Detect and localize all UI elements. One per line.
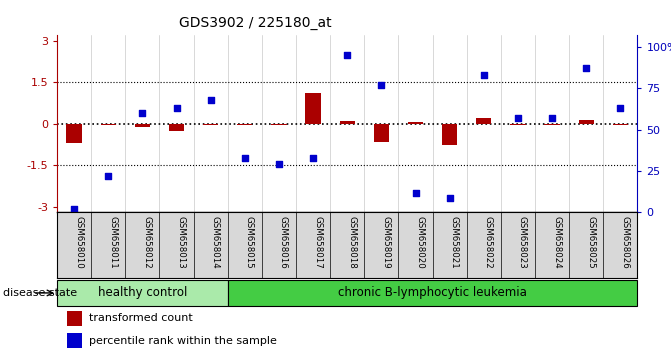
Bar — [135, 124, 150, 127]
Text: GSM658020: GSM658020 — [415, 216, 425, 268]
Bar — [442, 124, 458, 145]
Bar — [510, 124, 525, 125]
Point — [103, 173, 113, 179]
Bar — [203, 124, 218, 125]
Text: GSM658026: GSM658026 — [621, 216, 629, 268]
Bar — [613, 124, 628, 125]
Text: healthy control: healthy control — [98, 286, 187, 299]
Point — [615, 105, 626, 111]
Text: GSM658012: GSM658012 — [142, 216, 152, 268]
Bar — [227, 280, 637, 306]
Text: GSM658018: GSM658018 — [348, 216, 356, 268]
Point — [68, 206, 79, 212]
Bar — [57, 280, 227, 306]
Point — [513, 115, 523, 121]
Text: GSM658024: GSM658024 — [552, 216, 561, 268]
Point — [342, 52, 353, 58]
Bar — [340, 121, 355, 124]
Text: GSM658022: GSM658022 — [484, 216, 493, 268]
Text: GSM658015: GSM658015 — [245, 216, 254, 268]
Text: transformed count: transformed count — [89, 313, 193, 323]
Text: GSM658013: GSM658013 — [176, 216, 186, 268]
Text: GSM658019: GSM658019 — [381, 216, 391, 268]
Bar — [544, 124, 560, 125]
Text: GSM658021: GSM658021 — [450, 216, 459, 268]
Text: GSM658023: GSM658023 — [518, 216, 527, 268]
Bar — [169, 124, 185, 131]
Bar — [476, 118, 491, 124]
Bar — [305, 93, 321, 124]
Point — [240, 155, 250, 161]
Point — [478, 72, 489, 78]
Bar — [67, 333, 83, 348]
Point — [581, 65, 592, 71]
Point — [205, 97, 216, 103]
Bar — [408, 122, 423, 124]
Bar — [101, 124, 116, 125]
Text: percentile rank within the sample: percentile rank within the sample — [89, 336, 276, 346]
Point — [308, 155, 319, 161]
Text: GSM658011: GSM658011 — [108, 216, 117, 268]
Text: GDS3902 / 225180_at: GDS3902 / 225180_at — [178, 16, 331, 30]
Text: GSM658017: GSM658017 — [313, 216, 322, 268]
Point — [171, 105, 182, 111]
Bar — [578, 120, 594, 124]
Bar — [271, 124, 287, 125]
Point — [274, 161, 285, 167]
Bar — [374, 124, 389, 142]
Point — [137, 110, 148, 116]
Bar — [66, 124, 82, 143]
Text: GSM658014: GSM658014 — [211, 216, 219, 268]
Text: GSM658016: GSM658016 — [279, 216, 288, 268]
Point — [376, 82, 386, 88]
Bar — [237, 124, 252, 125]
Text: GSM658025: GSM658025 — [586, 216, 595, 268]
Text: GSM658010: GSM658010 — [74, 216, 83, 268]
Text: chronic B-lymphocytic leukemia: chronic B-lymphocytic leukemia — [338, 286, 527, 299]
Point — [547, 115, 558, 121]
Point — [410, 190, 421, 195]
Text: disease state: disease state — [3, 288, 77, 298]
Bar — [67, 311, 83, 326]
Point — [444, 195, 455, 200]
